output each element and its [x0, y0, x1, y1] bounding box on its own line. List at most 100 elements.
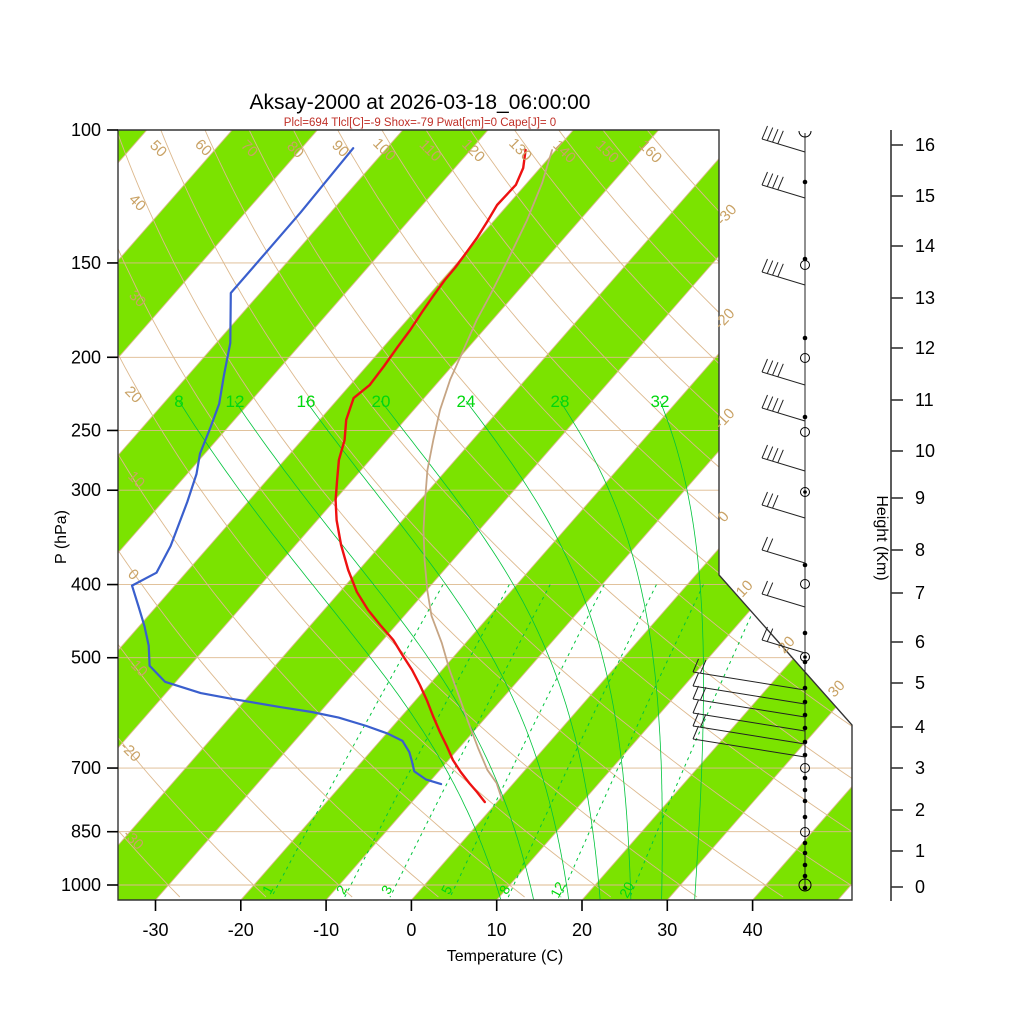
- dry-adiabat: [337, 130, 852, 898]
- wind-barb-shaft: [761, 407, 806, 422]
- height-tick-label: 9: [915, 488, 925, 508]
- mixing-ratio-line: [629, 584, 766, 898]
- wind-barb-shaft: [761, 371, 806, 386]
- wind-barb-feather: [766, 260, 774, 274]
- wind-level-dot: [802, 752, 808, 758]
- pressure-tick-label: 100: [71, 120, 101, 140]
- isotherm-stripe: [118, 130, 490, 900]
- height-tick-label: 7: [915, 583, 925, 603]
- wind-barb-feather: [761, 358, 768, 373]
- moist-adiabat-label: 12: [226, 392, 245, 411]
- dry-adiabat: [118, 130, 612, 898]
- temperature-tick-label: -20: [228, 920, 254, 940]
- plot-area: [118, 130, 852, 900]
- wind-barb-feather: [777, 263, 784, 277]
- dry-adiabat: [602, 130, 852, 898]
- wind-barb-shaft: [692, 698, 806, 718]
- wind-level-dot: [802, 712, 808, 718]
- parcel-curve: [422, 149, 553, 802]
- isotherm-stripe: [580, 130, 852, 900]
- wind-barb-shaft: [692, 671, 806, 691]
- dry-adiabat: [381, 130, 852, 898]
- wind-level-circle: [800, 487, 810, 497]
- mixing-ratio-line: [270, 584, 444, 898]
- wind-level-circle: [800, 827, 810, 837]
- wind-barb-shaft: [761, 639, 806, 654]
- moist-adiabat-label: 24: [457, 392, 476, 411]
- wind-level-circle: [800, 353, 810, 363]
- plot-frame: [117, 129, 853, 901]
- isotherm-stripe: [118, 130, 831, 900]
- wind-barb-feather: [761, 171, 768, 186]
- isotherm-line: [118, 130, 747, 900]
- mixing-ratio-line: [560, 584, 704, 898]
- wind-level-circle: [800, 427, 810, 437]
- moist-adiabat: [305, 400, 570, 900]
- chart-title: Aksay-2000 at 2026-03-18_06:00:00: [250, 91, 591, 114]
- temperature-axis-label: Temperature (C): [447, 948, 563, 965]
- isotherm-line: [153, 130, 832, 900]
- wind-barb-feather: [761, 258, 768, 273]
- wind-barb-feather: [777, 130, 784, 144]
- mixing-ratio-label: 20: [616, 879, 638, 900]
- wind-barb-column: [692, 125, 812, 892]
- wind-barb-feather: [772, 361, 779, 376]
- temperature-tick-label: 10: [487, 920, 507, 940]
- wind-barb-shaft: [761, 271, 806, 286]
- temperature-curve: [334, 148, 527, 804]
- isotherm-stripe: [118, 130, 320, 900]
- mixing-ratio-line: [449, 584, 605, 898]
- moist-adiabat-label: 8: [174, 392, 183, 411]
- moist-adiabat-label: 16: [297, 392, 316, 411]
- wind-level-dot: [802, 775, 808, 781]
- wind-barb-feather: [777, 399, 784, 413]
- chart-generated-layers: 50 60 70 80 90 100 110 120 130 140 150 160403020100…: [61, 120, 935, 940]
- isotherm-line: [665, 130, 852, 900]
- moist-adiabat: [380, 400, 601, 900]
- wind-barb-feather: [766, 127, 774, 141]
- wind-barb-shaft: [692, 685, 806, 705]
- dry-adiabat: [118, 130, 267, 898]
- wind-level-dot: [802, 414, 808, 420]
- pressure-tick-label: 200: [71, 347, 101, 367]
- isotherm-line: [324, 130, 852, 900]
- wind-level-dot: [802, 873, 808, 879]
- wind-level-circle: [798, 878, 812, 892]
- wind-level-dot: [802, 850, 808, 856]
- wind-barb-feather: [766, 582, 774, 596]
- pressure-tick-label: 250: [71, 420, 101, 440]
- wind-level-dot: [802, 885, 808, 891]
- wind-level-dot: [802, 562, 808, 568]
- height-tick-label: 15: [915, 186, 935, 206]
- pressure-tick-label: 1000: [61, 875, 101, 895]
- height-tick-label: 4: [915, 717, 925, 737]
- moist-adiabat-label: 20: [372, 392, 391, 411]
- wind-barb-feather: [772, 261, 779, 276]
- wind-level-circle: [800, 260, 810, 270]
- wind-level-dot: [802, 814, 808, 820]
- isotherm-line: [118, 130, 235, 900]
- wind-barb-feather: [772, 397, 779, 412]
- temperature-tick-label: -30: [142, 920, 168, 940]
- wind-level-dot: [802, 798, 808, 804]
- wind-barb-feather: [766, 360, 774, 374]
- mixing-ratio-label: 12: [547, 879, 569, 900]
- wind-level-dot: [802, 787, 808, 793]
- mixing-ratio-line: [344, 584, 510, 898]
- dry-adiabat: [118, 130, 698, 898]
- adiabat-label: 30: [825, 677, 849, 701]
- wind-barb-shaft: [692, 738, 806, 758]
- wind-barb-shaft: [761, 504, 806, 519]
- wind-barb-feather: [777, 363, 784, 377]
- dry-adiabat: [204, 130, 852, 898]
- temperature-tick-label: -10: [313, 920, 339, 940]
- wind-barb-feather: [761, 580, 768, 595]
- wind-level-dot: [802, 699, 808, 705]
- height-tick-label: 14: [915, 236, 935, 256]
- wind-barb-feather: [692, 725, 699, 740]
- temperature-tick-label: 30: [657, 920, 677, 940]
- height-tick-label: 3: [915, 758, 925, 778]
- pressure-tick-label: 700: [71, 758, 101, 778]
- wind-barb-feather: [761, 125, 768, 140]
